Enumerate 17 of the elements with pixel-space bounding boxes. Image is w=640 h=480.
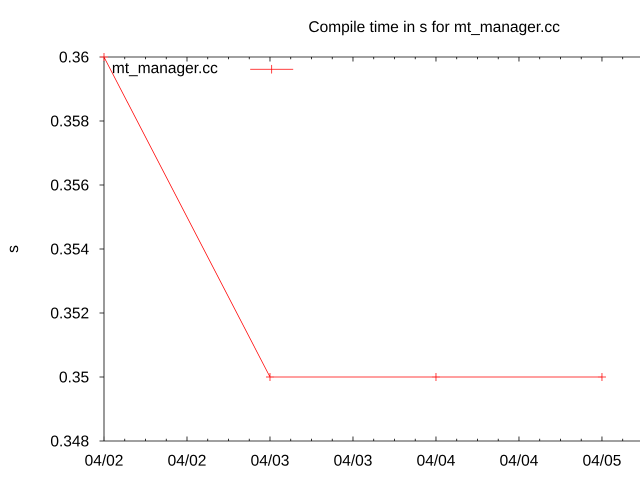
legend-label: mt_manager.cc [112,63,218,76]
y-tick-label: 0.356 [50,180,88,190]
x-tick-label: 04/03 [334,454,372,466]
x-tick-label: 04/04 [500,454,538,466]
x-tick-label: 04/02 [85,454,123,466]
y-tick-label: 0.352 [50,308,88,318]
x-tick-label: 04/05 [583,454,621,466]
y-tick-label: 0.348 [50,436,88,446]
y-tick-label: 0.36 [60,52,88,62]
y-tick-label: 0.358 [50,116,88,126]
y-tick-label: 0.354 [50,244,89,254]
x-tick-label: 04/02 [168,454,206,466]
x-tick-label: 04/03 [251,454,289,466]
y-tick-label: 0.35 [60,372,88,382]
x-tick-label: 04/04 [417,454,455,466]
y-axis-title: s [10,246,18,252]
chart-title: Compile time in s for mt_manager.cc [309,20,560,36]
